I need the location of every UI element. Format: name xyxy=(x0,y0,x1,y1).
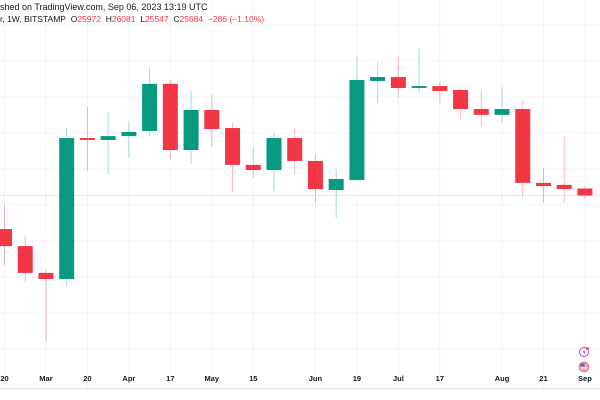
x-tick-label: Mar xyxy=(39,374,52,383)
candle-body-up xyxy=(100,136,116,140)
candle-body-down xyxy=(38,272,54,280)
candle-body-up xyxy=(370,77,386,81)
close-value: 25684 xyxy=(179,14,204,24)
x-tick-label: 21 xyxy=(539,374,547,383)
candle-body-up xyxy=(183,109,199,150)
candle-body-down xyxy=(432,86,448,91)
candle-body-down xyxy=(79,138,95,140)
candle-body-down xyxy=(162,83,178,150)
candle-body-down xyxy=(307,160,323,190)
x-tick-label: 17 xyxy=(436,374,444,383)
ohlc-legend: r, 1W, BITSTAMP O25972 H26081 L25547 C25… xyxy=(0,14,264,24)
candle-body-up xyxy=(59,138,75,280)
candle-body-down xyxy=(453,89,469,110)
low-label: L xyxy=(140,14,145,24)
open-label: O xyxy=(70,14,78,24)
candle-body-up xyxy=(142,83,158,131)
candle-body-up xyxy=(328,179,344,190)
x-tick-label: Sep xyxy=(578,374,592,383)
us-flag-canton xyxy=(580,363,585,367)
candle-body-down xyxy=(515,109,531,183)
candle-body-down xyxy=(287,138,303,161)
candle-body-up xyxy=(349,79,365,180)
candle-body-up xyxy=(266,138,282,170)
x-tick-label: Apr xyxy=(122,374,135,383)
x-tick-label: 19 xyxy=(353,374,361,383)
high-label: H xyxy=(105,14,112,24)
symbol-info: r, 1W, BITSTAMP xyxy=(0,14,66,24)
x-tick-label: May xyxy=(205,374,220,383)
x-tick-label: Jun xyxy=(309,374,323,383)
x-tick-label: 20 xyxy=(0,374,8,383)
x-tick-label: Jul xyxy=(393,374,404,383)
candle-body-down xyxy=(535,182,551,187)
candle-body-down xyxy=(556,184,572,190)
candle-body-up xyxy=(494,109,510,115)
candle-body-down xyxy=(0,229,12,247)
x-tick-label: 15 xyxy=(249,374,257,383)
candle-body-down xyxy=(204,109,220,130)
candle-body-down xyxy=(17,246,33,273)
candle-body-up xyxy=(411,86,427,89)
published-caption: shed on TradingView.com, Sep 06, 2023 13… xyxy=(0,2,208,12)
x-tick-label: 20 xyxy=(83,374,91,383)
change-value: −286 (−1.10%) xyxy=(207,14,265,24)
candle-body-down xyxy=(577,188,593,196)
lightning-event-icon xyxy=(579,347,589,357)
lightning-glyph xyxy=(582,349,586,356)
candle-body-up xyxy=(121,131,137,137)
x-tick-label: Aug xyxy=(495,374,510,383)
candle-body-down xyxy=(473,109,489,115)
x-tick-label: 17 xyxy=(166,374,174,383)
close-label: C xyxy=(173,14,180,24)
candle-body-down xyxy=(390,77,406,89)
low-value: 25547 xyxy=(144,14,169,24)
candle-body-down xyxy=(225,128,241,165)
candle-body-down xyxy=(245,164,261,170)
time-axis-divider xyxy=(0,388,600,389)
notification-dot xyxy=(586,347,589,350)
open-value: 25972 xyxy=(77,14,101,24)
high-value: 26081 xyxy=(111,14,136,24)
